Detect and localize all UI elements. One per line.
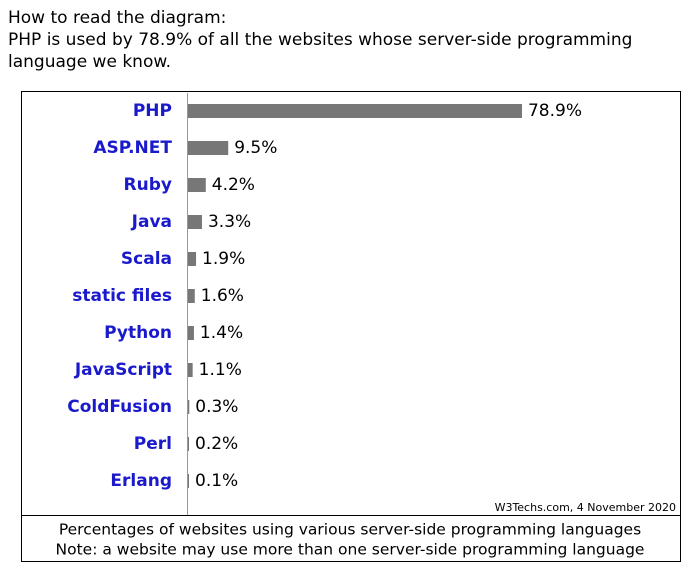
- category-label: ColdFusion: [67, 397, 172, 417]
- bar: [188, 252, 197, 266]
- bar: [188, 363, 193, 377]
- category-label: Python: [104, 323, 172, 343]
- intro-line: How to read the diagram:: [8, 8, 226, 28]
- value-label: 1.4%: [200, 323, 243, 343]
- bar: [188, 178, 206, 192]
- value-label: 0.3%: [195, 397, 238, 417]
- category-label: Ruby: [124, 175, 172, 195]
- category-label: Java: [131, 212, 172, 232]
- value-label: 0.1%: [195, 471, 238, 491]
- value-label: 1.6%: [201, 286, 244, 306]
- bar: [188, 289, 195, 303]
- bar: [188, 141, 229, 155]
- category-label: PHP: [133, 101, 172, 121]
- intro-line: language we know.: [8, 52, 171, 72]
- bar: [188, 437, 189, 451]
- caption: Note: a website may use more than one se…: [56, 541, 645, 559]
- bar: [188, 400, 190, 414]
- value-label: 4.2%: [212, 175, 255, 195]
- bar: [188, 326, 194, 340]
- category-label: Scala: [121, 249, 172, 269]
- credit: W3Techs.com, 4 November 2020: [495, 501, 676, 514]
- category-label: Perl: [134, 434, 172, 454]
- chart-frame: [21, 91, 681, 562]
- caption: Percentages of websites using various se…: [59, 521, 641, 539]
- category-label: ASP.NET: [93, 138, 172, 158]
- bar: [188, 474, 189, 488]
- category-label: JavaScript: [74, 360, 172, 380]
- bar: [188, 215, 202, 229]
- category-label: Erlang: [110, 471, 172, 491]
- bar: [188, 104, 522, 118]
- value-label: 1.1%: [199, 360, 242, 380]
- category-label: static files: [72, 286, 172, 306]
- value-label: 9.5%: [234, 138, 277, 158]
- value-label: 1.9%: [202, 249, 245, 269]
- intro-line: PHP is used by 78.9% of all the websites…: [8, 30, 632, 50]
- value-label: 3.3%: [208, 212, 251, 232]
- value-label: 78.9%: [528, 101, 582, 121]
- value-label: 0.2%: [195, 434, 238, 454]
